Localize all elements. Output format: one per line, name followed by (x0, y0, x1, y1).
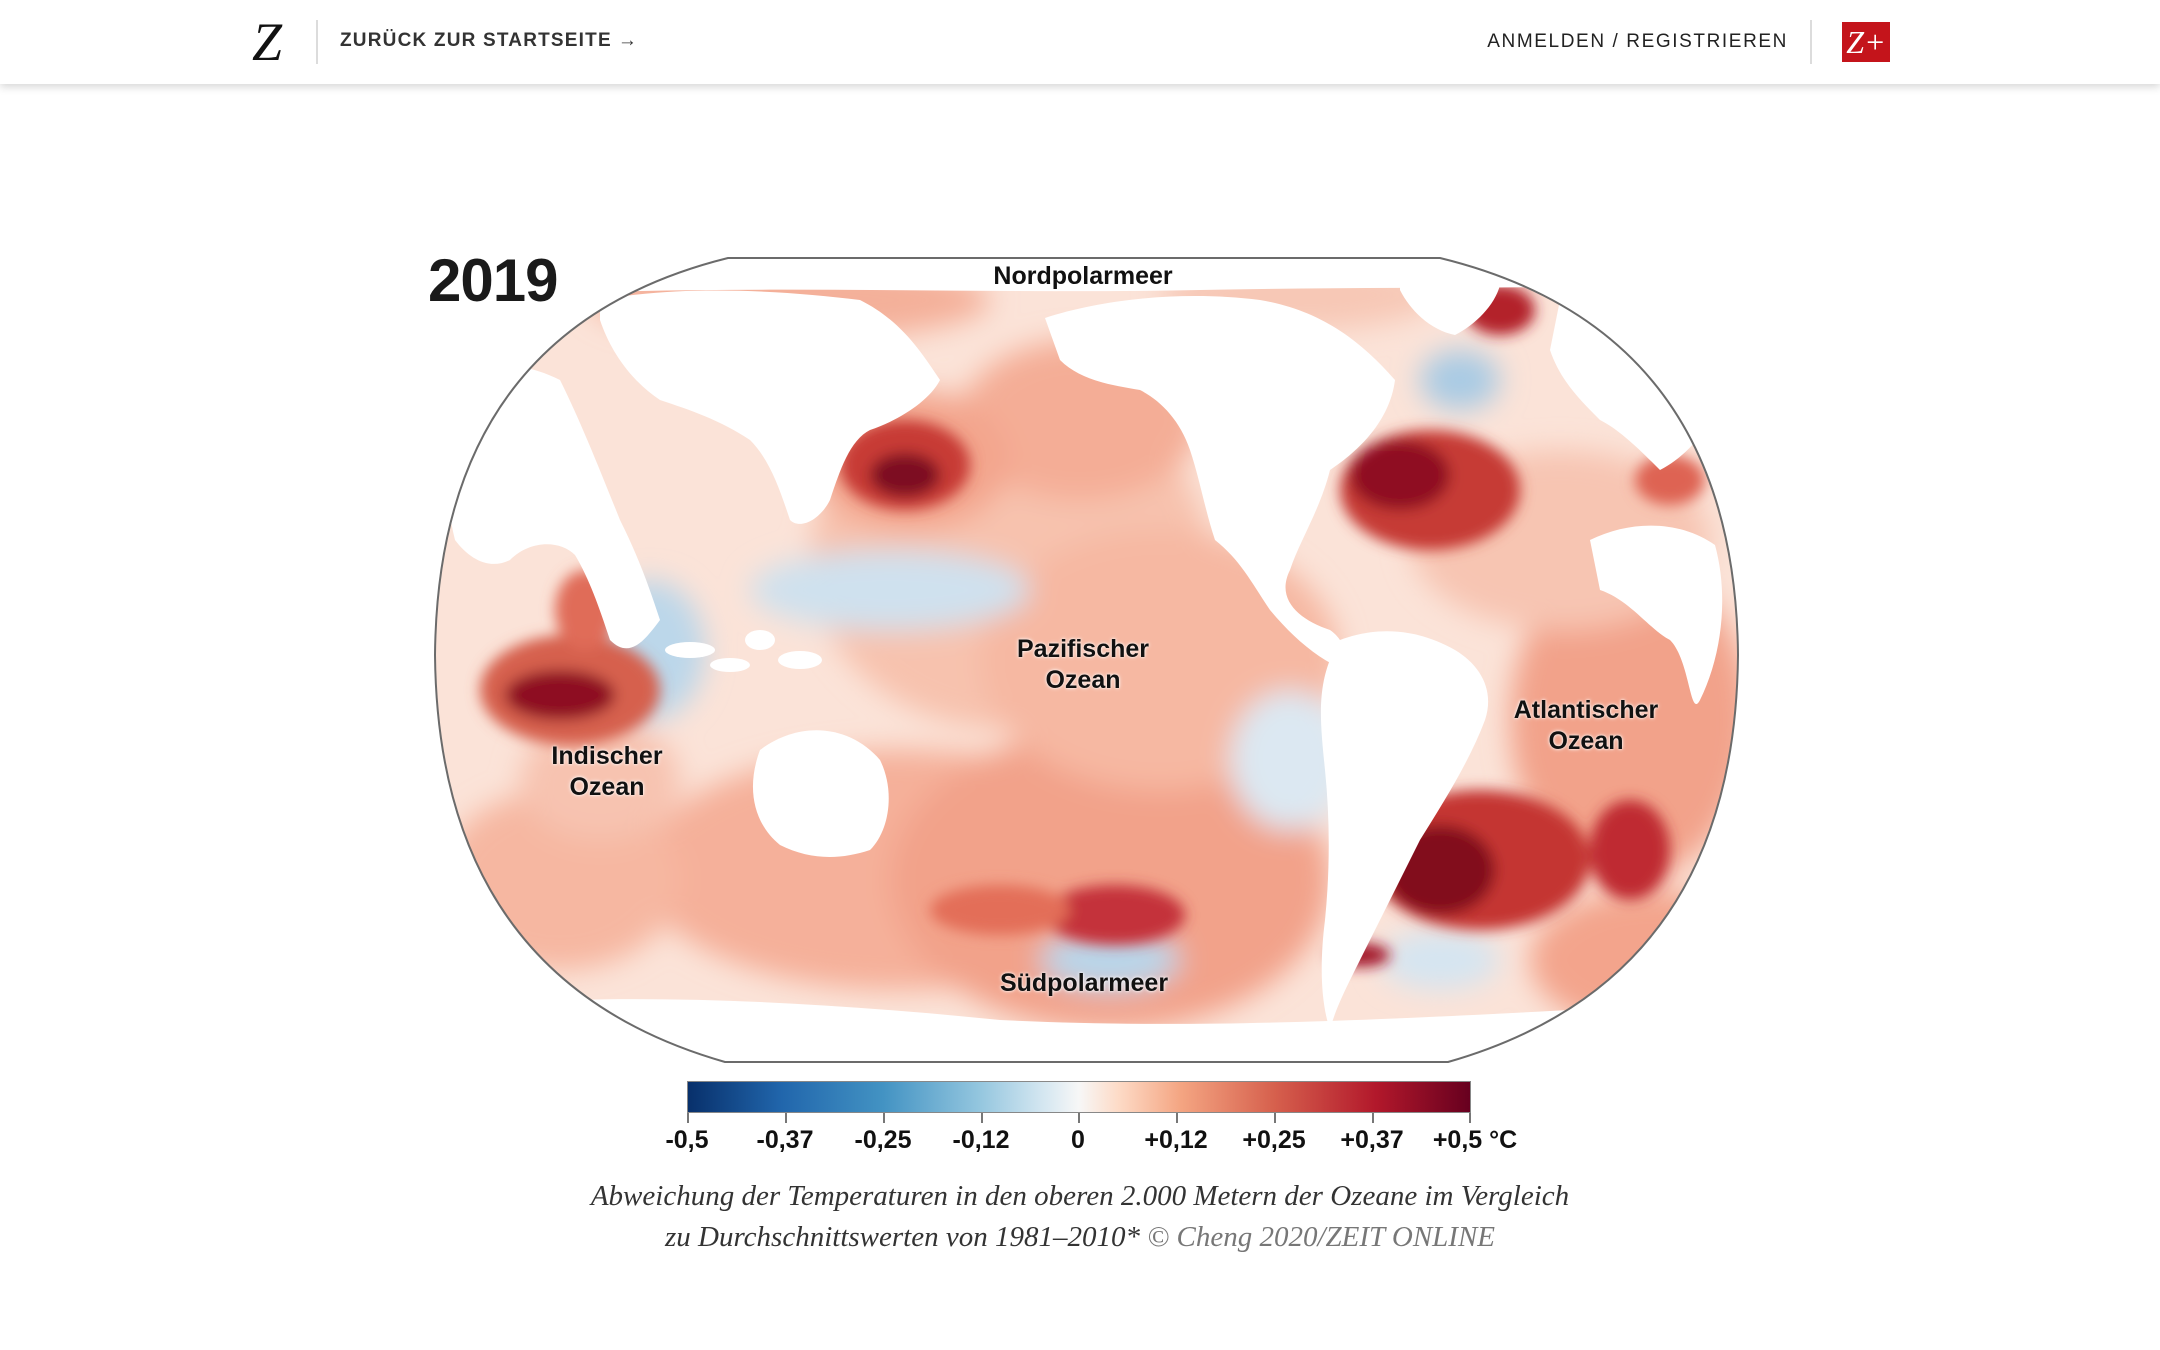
caption-line-1: Abweichung der Temperaturen in den obere… (590, 1180, 1570, 1212)
colorbar-tick-label: +0,25 (1242, 1126, 1306, 1154)
colorbar-tick-label: +0,37 (1340, 1126, 1404, 1154)
label-pazifischer-ozean: Pazifischer Ozean (1017, 634, 1149, 696)
colorbar-tick-label: -0,37 (756, 1126, 814, 1154)
back-to-homepage-label: ZURÜCK ZUR STARTSEITE (340, 30, 612, 51)
colorbar-tick (883, 1113, 885, 1123)
zplus-logo-button[interactable]: Z+ (1842, 22, 1890, 62)
year-label: 2019 (428, 247, 558, 314)
caption-line-2-text: zu Durchschnittswerten von 1981–2010* (664, 1221, 1140, 1253)
colorbar-tick-label: -0,25 (854, 1126, 912, 1154)
label-pazifischer-line1: Pazifischer (1016, 635, 1150, 663)
map-outline (433, 257, 1740, 1063)
colorbar-tick-label: -0,5 (665, 1126, 709, 1154)
colorbar-tick (687, 1113, 689, 1123)
header-divider-right (1810, 20, 1812, 64)
label-atlantischer-ozean: Atlantischer Ozean (1514, 695, 1658, 757)
top-navigation-bar: Z ZURÜCK ZUR STARTSEITE → ANMELDEN / REGI… (0, 0, 2160, 84)
arrow-right-icon: → (617, 30, 639, 51)
back-to-homepage-link[interactable]: ZURÜCK ZUR STARTSEITE → (340, 30, 638, 52)
label-pazifischer-line2: Ozean (1045, 666, 1121, 694)
ocean-field (435, 258, 1738, 1062)
colorbar-tick-label: -0,12 (952, 1126, 1010, 1154)
login-register-link[interactable]: ANMELDEN / REGISTRIEREN (1487, 31, 1788, 52)
colorbar-tick-label: +0,5 °C (1432, 1126, 1518, 1154)
zeit-logo[interactable]: Z (252, 12, 283, 72)
colorbar-tick (981, 1113, 983, 1123)
label-nordpolarmeer: Nordpolarmeer (993, 262, 1173, 290)
colorbar-tick (1078, 1113, 1080, 1123)
label-atlantischer-line2: Ozean (1548, 727, 1624, 755)
colorbar-tick-label: 0 (1071, 1126, 1085, 1154)
image-credit: © Cheng 2020/ZEIT ONLINE (1147, 1221, 1496, 1253)
label-suedpolarmeer: Südpolarmeer (999, 969, 1169, 997)
header-divider (316, 20, 318, 64)
label-indischer-line1: Indischer (551, 742, 663, 770)
figure-caption: Abweichung der Temperaturen in den obere… (0, 1176, 2160, 1258)
colorbar-tick-label: +0,12 (1144, 1126, 1208, 1154)
colorbar-tick (1372, 1113, 1374, 1123)
temperature-colorbar (687, 1081, 1471, 1113)
label-indischer-line2: Ozean (569, 773, 645, 801)
colorbar-tick (785, 1113, 787, 1123)
colorbar-tick (1469, 1113, 1471, 1123)
colorbar-tick (1274, 1113, 1276, 1123)
label-atlantischer-line1: Atlantischer (1513, 696, 1659, 724)
colorbar-tick (1176, 1113, 1178, 1123)
label-indischer-ozean: Indischer Ozean (551, 741, 662, 803)
land-masses (435, 258, 1738, 1062)
caption-line-2: zu Durchschnittswerten von 1981–2010* © … (0, 1217, 2160, 1258)
